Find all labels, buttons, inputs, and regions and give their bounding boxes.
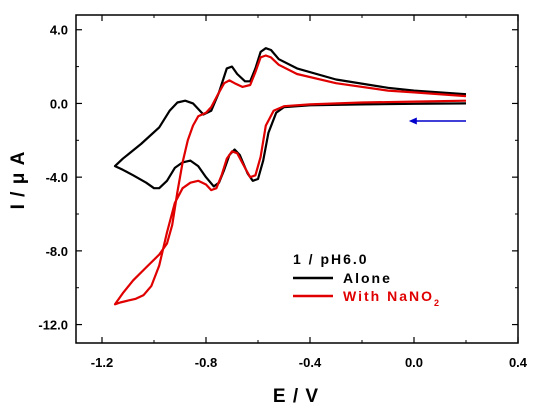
series-layer	[113, 47, 467, 306]
y-tick-label: -12.0	[38, 318, 68, 333]
y-tick-label: -8.0	[46, 244, 68, 259]
y-tick-label: 0.0	[50, 96, 68, 111]
legend-subscript: 2	[434, 298, 441, 308]
x-tick-label: -0.4	[299, 355, 322, 370]
legend: 1 / pH6.0 Alone With NaNO2	[293, 251, 441, 308]
series-line-0	[113, 47, 467, 190]
x-tick-label: 0.4	[509, 355, 528, 370]
axis-tick-labels: -1.2 -0.8 -0.4 0.0 0.4 4.0 0.0 -4.0 -8.0 -12.0	[38, 23, 527, 370]
legend-title: 1 / pH6.0	[293, 251, 369, 267]
x-tick-label: 0.0	[405, 355, 423, 370]
arrow-head	[408, 117, 417, 125]
scan-direction-arrow	[408, 117, 466, 125]
x-axis-title: E / V	[273, 386, 319, 407]
x-tick-label: -0.8	[195, 355, 217, 370]
plot-frame	[75, 14, 519, 344]
legend-label-with-nano2: With NaNO2	[343, 288, 441, 308]
x-tick-label: -1.2	[91, 355, 113, 370]
legend-label-alone: Alone	[343, 270, 392, 286]
y-tick-label: -4.0	[46, 170, 68, 185]
y-tick-label: 4.0	[50, 23, 68, 38]
axis-ticks	[76, 15, 519, 343]
y-axis-title: I / μ A	[8, 151, 29, 210]
series-line-1	[113, 54, 467, 306]
